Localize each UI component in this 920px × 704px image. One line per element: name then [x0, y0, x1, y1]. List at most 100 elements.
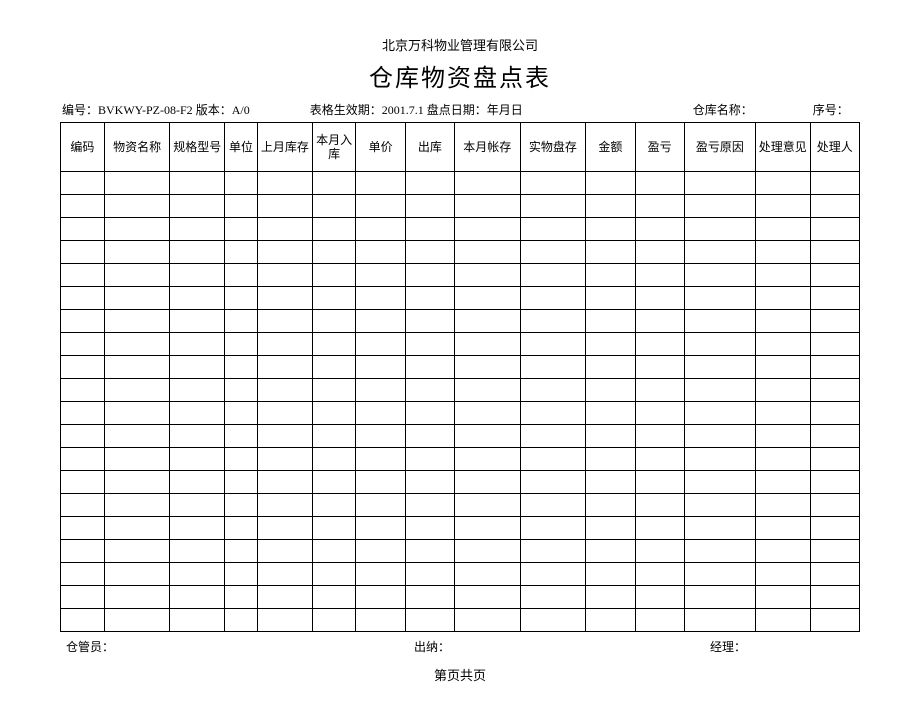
table-cell — [225, 172, 258, 195]
table-cell — [405, 586, 454, 609]
table-cell — [225, 563, 258, 586]
table-cell — [755, 494, 810, 517]
table-cell — [755, 287, 810, 310]
table-cell — [257, 195, 312, 218]
table-cell — [104, 402, 170, 425]
table-cell — [356, 402, 405, 425]
table-cell — [454, 425, 520, 448]
table-cell — [61, 517, 105, 540]
table-cell — [170, 563, 225, 586]
table-cell — [635, 241, 684, 264]
table-cell — [356, 241, 405, 264]
table-cell — [61, 448, 105, 471]
table-cell — [170, 586, 225, 609]
table-cell — [586, 494, 635, 517]
table-cell — [104, 264, 170, 287]
table-cell — [755, 471, 810, 494]
table-cell — [586, 356, 635, 379]
table-row — [61, 195, 860, 218]
table-cell — [810, 494, 859, 517]
table-cell — [520, 609, 586, 632]
table-cell — [312, 264, 356, 287]
table-cell — [520, 310, 586, 333]
table-cell — [684, 425, 755, 448]
table-cell — [257, 517, 312, 540]
table-cell — [810, 563, 859, 586]
table-cell — [257, 540, 312, 563]
table-cell — [755, 540, 810, 563]
table-cell — [312, 448, 356, 471]
table-cell — [520, 471, 586, 494]
table-cell — [684, 517, 755, 540]
table-cell — [312, 540, 356, 563]
table-cell — [520, 264, 586, 287]
table-cell — [684, 287, 755, 310]
table-cell — [312, 218, 356, 241]
table-cell — [454, 310, 520, 333]
table-cell — [635, 218, 684, 241]
table-cell — [586, 586, 635, 609]
table-cell — [356, 172, 405, 195]
table-cell — [312, 494, 356, 517]
table-cell — [104, 586, 170, 609]
table-cell — [755, 517, 810, 540]
table-cell — [684, 264, 755, 287]
table-cell — [257, 287, 312, 310]
seq-label: 序号： — [813, 103, 849, 117]
table-row — [61, 356, 860, 379]
table-cell — [312, 195, 356, 218]
table-cell — [684, 540, 755, 563]
table-cell — [586, 402, 635, 425]
table-cell — [61, 195, 105, 218]
table-cell — [170, 310, 225, 333]
table-cell — [170, 264, 225, 287]
table-cell — [405, 448, 454, 471]
table-cell — [684, 172, 755, 195]
column-header: 实物盘存 — [520, 123, 586, 172]
column-header: 编码 — [61, 123, 105, 172]
table-cell — [635, 517, 684, 540]
company-name: 北京万科物业管理有限公司 — [60, 35, 860, 54]
table-cell — [61, 356, 105, 379]
column-header: 物资名称 — [104, 123, 170, 172]
table-row — [61, 333, 860, 356]
table-cell — [225, 540, 258, 563]
table-cell — [405, 402, 454, 425]
cashier-label: 出纳： — [414, 638, 450, 655]
table-cell — [810, 379, 859, 402]
inventory-date-value: 年月日 — [487, 103, 523, 117]
table-cell — [586, 609, 635, 632]
table-cell — [586, 172, 635, 195]
code-value: BVKWY-PZ-08-F2 — [98, 103, 193, 117]
table-row — [61, 402, 860, 425]
table-cell — [225, 356, 258, 379]
table-cell — [104, 494, 170, 517]
table-cell — [755, 218, 810, 241]
table-cell — [454, 241, 520, 264]
table-cell — [257, 563, 312, 586]
table-row — [61, 287, 860, 310]
table-row — [61, 241, 860, 264]
table-row — [61, 517, 860, 540]
table-cell — [454, 586, 520, 609]
table-cell — [405, 241, 454, 264]
table-cell — [755, 586, 810, 609]
table-row — [61, 310, 860, 333]
table-cell — [405, 310, 454, 333]
table-row — [61, 586, 860, 609]
table-cell — [684, 310, 755, 333]
table-cell — [257, 333, 312, 356]
table-cell — [356, 379, 405, 402]
table-cell — [755, 609, 810, 632]
table-cell — [520, 448, 586, 471]
table-cell — [225, 287, 258, 310]
table-cell — [635, 356, 684, 379]
page-number: 第页共页 — [60, 665, 860, 684]
table-row — [61, 425, 860, 448]
table-cell — [684, 448, 755, 471]
table-cell — [405, 517, 454, 540]
table-cell — [356, 517, 405, 540]
table-row — [61, 494, 860, 517]
table-cell — [170, 195, 225, 218]
table-cell — [257, 494, 312, 517]
